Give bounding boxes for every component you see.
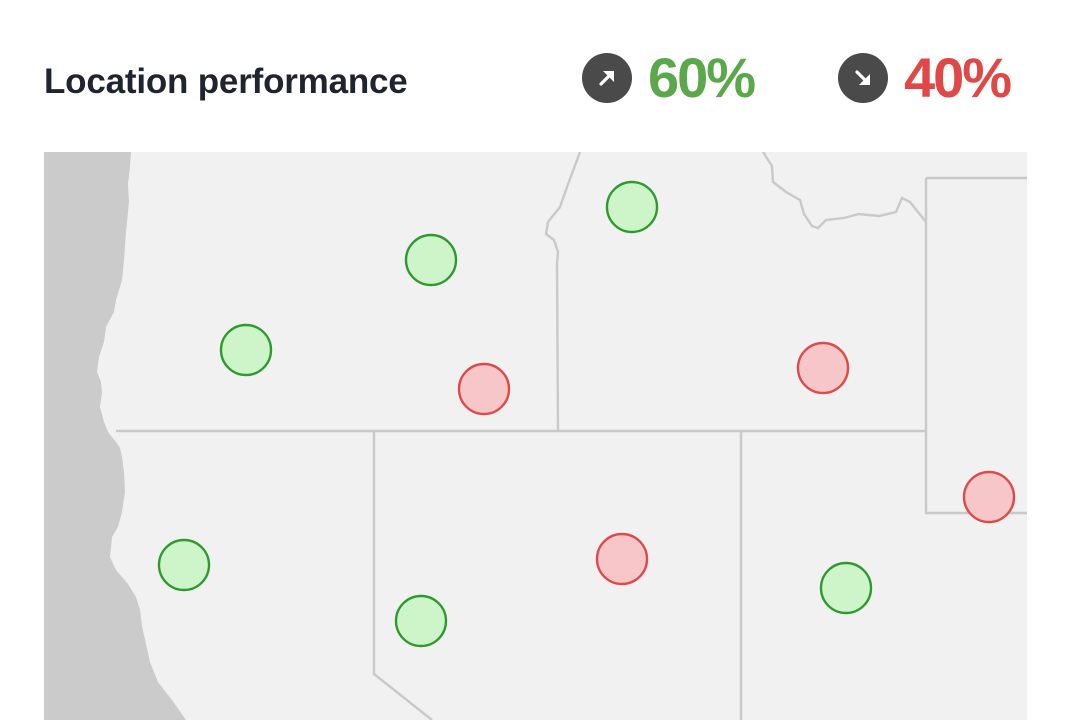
performance-up-stat: 60% [582, 46, 756, 109]
positive-percentage: 60% [648, 46, 756, 109]
location-marker-negative[interactable] [796, 341, 850, 395]
location-marker-positive[interactable] [219, 323, 273, 377]
location-marker-positive[interactable] [157, 538, 211, 592]
performance-down-stat: 40% [838, 46, 1012, 109]
map-svg[interactable] [44, 152, 1027, 720]
location-marker-positive[interactable] [605, 180, 659, 234]
location-marker-positive[interactable] [394, 594, 448, 648]
location-marker-negative[interactable] [962, 470, 1016, 524]
location-marker-negative[interactable] [595, 532, 649, 586]
location-markers[interactable] [157, 180, 1016, 648]
location-map[interactable] [44, 152, 1027, 720]
location-marker-negative[interactable] [457, 362, 511, 416]
arrow-down-right-icon [838, 53, 888, 103]
arrow-up-right-icon [582, 53, 632, 103]
location-marker-positive[interactable] [404, 233, 458, 287]
state-border [372, 431, 433, 720]
page-title: Location performance [44, 62, 408, 101]
map-land [44, 152, 1027, 720]
state-border [761, 152, 927, 230]
map-ocean [44, 152, 186, 720]
location-marker-positive[interactable] [819, 561, 873, 615]
negative-percentage: 40% [904, 46, 1012, 109]
state-border [544, 152, 582, 432]
